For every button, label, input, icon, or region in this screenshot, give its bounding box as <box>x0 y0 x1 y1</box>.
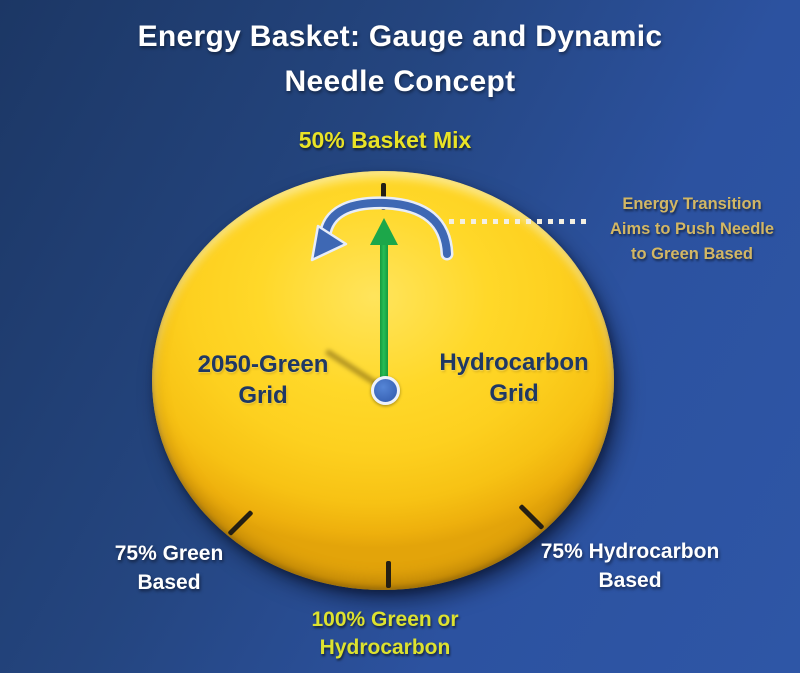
needle-arrow-head-icon <box>370 218 398 245</box>
dial-label-green-grid: 2050-Green Grid <box>198 349 329 411</box>
energy-transition-annotation: Energy Transition Aims to Push Needle to… <box>610 192 774 267</box>
annotation-line-3: to Green Based <box>631 245 753 263</box>
dial-label-green-grid-line-1: 2050-Green <box>197 351 329 378</box>
needle-hub-dot <box>371 376 400 405</box>
annotation-line-2: Aims to Push Needle <box>609 220 775 238</box>
label-75-green-line-1: 75% Green <box>114 542 224 565</box>
gauge-top-label: 50% Basket Mix <box>298 127 472 153</box>
label-100-line-1: 100% Green or <box>311 608 459 631</box>
page-title-line-2: Needle Concept <box>284 65 516 98</box>
dial-label-hydrocarbon-grid: Hydrocarbon Grid <box>439 347 588 409</box>
label-75-green-based: 75% Green Based <box>115 539 224 597</box>
tick-bottom-icon <box>386 561 391 588</box>
label-75-hydrocarbon-based: 75% Hydrocarbon Based <box>541 537 720 595</box>
needle-arrow-stem <box>380 243 388 389</box>
dial-label-hydrocarbon-grid-line-2: Grid <box>489 380 539 407</box>
dial-label-green-grid-line-2: Grid <box>238 382 288 409</box>
tick-top-icon <box>381 183 386 210</box>
page-title: Energy Basket: Gauge and Dynamic Needle … <box>0 14 800 104</box>
label-75-hydrocarbon-line-2: Based <box>598 569 662 592</box>
annotation-line-1: Energy Transition <box>622 195 762 213</box>
label-75-hydrocarbon-line-1: 75% Hydrocarbon <box>540 540 720 563</box>
page-title-line-1: Energy Basket: Gauge and Dynamic <box>137 20 663 53</box>
dial-label-hydrocarbon-grid-line-1: Hydrocarbon <box>439 349 589 376</box>
label-75-green-line-2: Based <box>137 571 201 594</box>
label-100-green-or-hydrocarbon: 100% Green or Hydrocarbon <box>311 606 458 662</box>
dotted-connector-line <box>449 219 590 224</box>
label-100-line-2: Hydrocarbon <box>319 636 451 659</box>
